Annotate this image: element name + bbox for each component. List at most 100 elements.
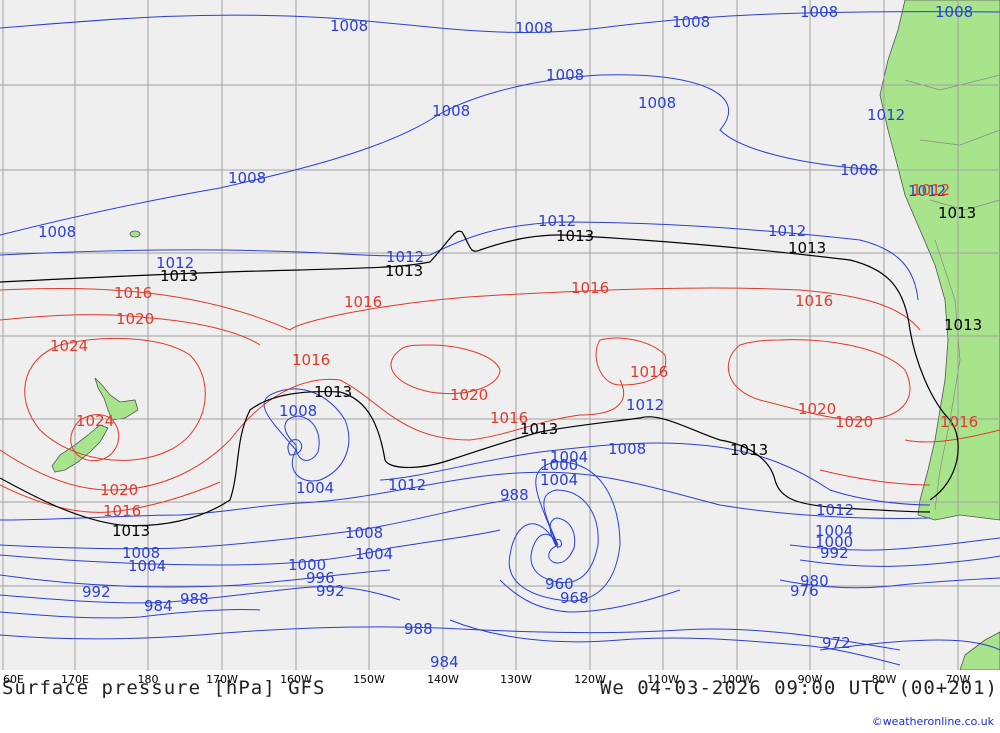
isobars-low <box>0 11 1000 666</box>
isobar-labels-black: 1013 1013 1013 1013 1013 1013 1013 1013 … <box>112 204 982 540</box>
isobar-label: 1016 <box>292 351 330 369</box>
isobar-label: 1013 <box>314 383 352 401</box>
isobar-label: 1004 <box>550 448 588 466</box>
isobar-label: 1016 <box>940 413 978 431</box>
isobar-labels-blue: 1008 1008 1008 1008 1008 1008 1008 1008 … <box>38 3 973 670</box>
isobar-label: 968 <box>560 589 589 607</box>
isobar-label: 1013 <box>938 204 976 222</box>
isobar-label: 976 <box>790 582 819 600</box>
isobar-label: 1008 <box>38 223 76 241</box>
isobar-label: 1024 <box>76 412 114 430</box>
isobar-label: 992 <box>316 582 345 600</box>
isobar-label: 1000 <box>540 456 578 474</box>
isobar-label: 1013 <box>112 522 150 540</box>
isobar-label: 1020 <box>100 481 138 499</box>
isobar-label: 1004 <box>815 522 853 540</box>
lon-label: 100W <box>721 673 753 686</box>
isobar-label: 1012 <box>388 476 426 494</box>
isobar-label: 1024 <box>50 337 88 355</box>
isobar-label: 1008 <box>546 66 584 84</box>
isobar-label: 1012 <box>386 248 424 266</box>
isobar-label: 1016 <box>630 363 668 381</box>
lon-label: 130W <box>500 673 532 686</box>
lon-label: 70W <box>945 673 971 686</box>
isobar-label: 1013 <box>160 267 198 285</box>
isobar-label: 1020 <box>116 310 154 328</box>
isobar-label: 1008 <box>935 3 973 21</box>
map-title: Surface pressure [hPa] GFS <box>2 677 326 699</box>
isobar-label: 1008 <box>330 17 368 35</box>
isobar-label: 1004 <box>296 479 334 497</box>
isobar-label: 1008 <box>228 169 266 187</box>
isobar-label: 1020 <box>835 413 873 431</box>
isobar-label: 1012 <box>626 396 664 414</box>
isobar-label: 992 <box>820 544 849 562</box>
isobar-label: 1012 <box>908 182 946 200</box>
isobar-label: 1013 <box>520 420 558 438</box>
lon-label: 60E <box>3 673 24 686</box>
isobar-label: 1004 <box>540 471 578 489</box>
isobar-label: 1004 <box>128 557 166 575</box>
isobar-label: 1000 <box>815 533 853 551</box>
isobar-label: 984 <box>144 597 173 615</box>
isobar-label: 960 <box>545 575 574 593</box>
isobar-label: 988 <box>500 486 529 504</box>
isobar-label: 1016 <box>114 284 152 302</box>
isobar-label: 1012 <box>768 222 806 240</box>
lon-label: 80W <box>871 673 897 686</box>
lon-label: 110W <box>647 673 679 686</box>
isobar-labels-red: 1016 1020 1024 1024 1020 1016 1016 1016 … <box>50 181 978 520</box>
isobar-label: 988 <box>404 620 433 638</box>
isobar-label: 1008 <box>432 102 470 120</box>
isobar-label: 1008 <box>279 402 317 420</box>
isobar-label: 1013 <box>788 239 826 257</box>
isobar-label: 1016 <box>103 502 141 520</box>
ocean-background <box>0 0 1000 670</box>
lon-label: 170E <box>61 673 89 686</box>
isobar-label: 1008 <box>840 161 878 179</box>
isobar-label: 1012 <box>156 254 194 272</box>
isobar-label: 1013 <box>385 262 423 280</box>
isobar-label: 1012 <box>912 181 950 199</box>
isobar-label: 988 <box>180 590 209 608</box>
isobar-label: 1012 <box>816 501 854 519</box>
lon-label: 160W <box>280 673 312 686</box>
isobars-standard <box>0 230 959 527</box>
lon-label: 170W <box>206 673 238 686</box>
south-georgia-corner <box>959 631 1000 670</box>
isobar-label: 972 <box>822 634 851 652</box>
borders <box>904 74 1000 511</box>
isobar-label: 1008 <box>122 544 160 562</box>
credit-link[interactable]: ©weatheronline.co.uk <box>871 715 994 728</box>
lon-label: 120W <box>574 673 606 686</box>
isobar-label: 1008 <box>638 94 676 112</box>
isobar-label: 1016 <box>344 293 382 311</box>
isobars-high <box>0 287 1000 513</box>
isobar-label: 1013 <box>730 441 768 459</box>
isobar-label: 1013 <box>556 227 594 245</box>
isobar-label: 992 <box>82 583 111 601</box>
small-island <box>129 230 141 238</box>
lon-label: 90W <box>797 673 823 686</box>
isobar-label: 1016 <box>571 279 609 297</box>
lon-label: 180 <box>137 673 159 686</box>
isobar-label: 1008 <box>608 440 646 458</box>
isobar-label: 984 <box>430 653 459 670</box>
isobar-label: 1016 <box>490 409 528 427</box>
isobar-label: 1016 <box>795 292 833 310</box>
isobar-label: 1020 <box>450 386 488 404</box>
valid-time: We 04-03-2026 09:00 UTC (00+201) <box>599 677 998 699</box>
isobar-label: 980 <box>800 572 829 590</box>
isobar-label: 1020 <box>798 400 836 418</box>
new-zealand-north <box>94 377 139 421</box>
isobar-label: 1008 <box>800 3 838 21</box>
isobar-label: 996 <box>306 569 335 587</box>
isobar-label: 1008 <box>672 13 710 31</box>
isobar-label: 1008 <box>345 524 383 542</box>
isobar-label: 1004 <box>355 545 393 563</box>
isobar-label: 1012 <box>538 212 576 230</box>
isobar-label: 1013 <box>944 316 982 334</box>
isobar-label: 1000 <box>288 556 326 574</box>
isobar-label: 1008 <box>515 19 553 37</box>
isobar-label: 1012 <box>867 106 905 124</box>
